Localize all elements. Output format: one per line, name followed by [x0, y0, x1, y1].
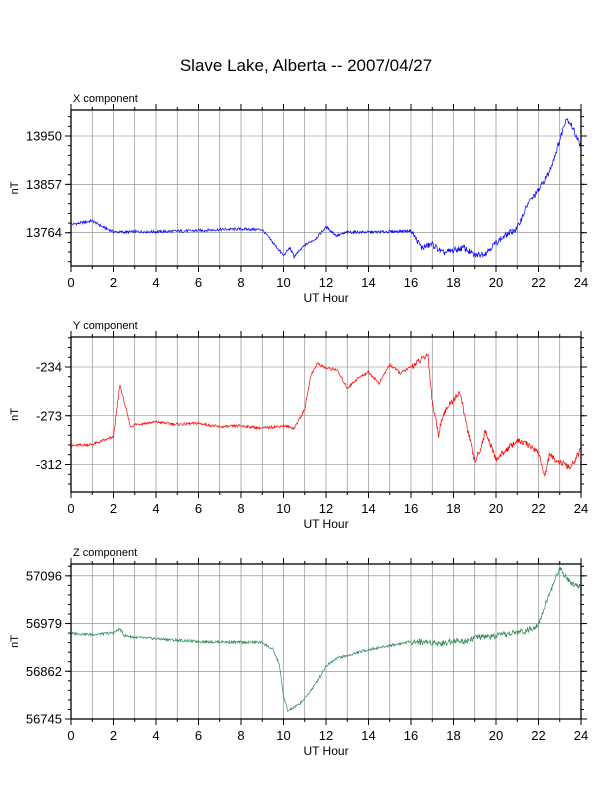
x-component-title: X component	[73, 93, 138, 105]
y-component-data-line	[70, 353, 582, 477]
y-component-x-tick-label: 20	[489, 501, 503, 516]
y-component-x-tick-label: 6	[195, 501, 202, 516]
z-component-y-tick-label: 56979	[26, 616, 62, 631]
z-component-x-axis-label: UT Hour	[303, 744, 348, 758]
x-component-y-tick-label: 13857	[26, 177, 62, 192]
y-component-x-tick-label: 12	[319, 501, 333, 516]
z-component-y-axis-label: nT	[9, 635, 21, 648]
x-component-y-tick-label: 13764	[26, 225, 62, 240]
z-component-title: Z component	[73, 547, 137, 559]
x-component-x-tick-label: 12	[319, 275, 333, 290]
y-component-y-tick-label: -234	[36, 360, 62, 375]
y-component-x-tick-label: 0	[67, 501, 74, 516]
chart-title: Slave Lake, Alberta -- 2007/04/27	[179, 56, 433, 75]
z-component-x-tick-label: 8	[237, 728, 244, 743]
y-component-x-axis-label: UT Hour	[303, 517, 348, 531]
y-component-x-tick-label: 22	[531, 501, 545, 516]
z-component-y-tick-label: 57096	[26, 568, 62, 583]
x-component-y-tick-label: 13950	[26, 129, 62, 144]
x-component-x-tick-label: 4	[152, 275, 159, 290]
y-component-x-tick-label: 14	[361, 501, 375, 516]
y-component-y-axis-label: nT	[9, 408, 21, 421]
x-component-data-line	[70, 117, 582, 260]
z-component-data-line	[70, 567, 582, 713]
z-component-y-tick-label: 56862	[26, 664, 62, 679]
x-component-x-tick-label: 24	[574, 275, 588, 290]
z-component-x-tick-label: 20	[489, 728, 503, 743]
z-component-x-tick-label: 4	[152, 728, 159, 743]
y-component-y-tick-label: -312	[36, 457, 62, 472]
z-component-x-tick-label: 2	[110, 728, 117, 743]
z-component-x-tick-label: 24	[574, 728, 588, 743]
x-component-x-axis-label: UT Hour	[303, 291, 348, 305]
y-component-x-tick-label: 2	[110, 501, 117, 516]
z-component-x-tick-label: 12	[319, 728, 333, 743]
y-component-x-tick-label: 10	[276, 501, 290, 516]
z-component-panel: 0 2 4 6 8 10 12 14 16 18 20 22 245674556862569795709…	[9, 547, 588, 758]
z-component-x-tick-label: 16	[404, 728, 418, 743]
y-component-x-tick-label: 8	[237, 501, 244, 516]
y-component-x-tick-label: 18	[446, 501, 460, 516]
z-component-x-tick-label: 0	[67, 728, 74, 743]
x-component-x-tick-label: 6	[195, 275, 202, 290]
x-component-x-tick-label: 10	[276, 275, 290, 290]
x-component-x-tick-label: 18	[446, 275, 460, 290]
y-component-title: Y component	[73, 320, 138, 332]
z-component-x-tick-label: 22	[531, 728, 545, 743]
x-component-x-tick-label: 8	[237, 275, 244, 290]
x-component-x-tick-label: 0	[67, 275, 74, 290]
x-component-x-tick-label: 2	[110, 275, 117, 290]
x-component-x-tick-label: 14	[361, 275, 375, 290]
x-component-y-axis-label: nT	[9, 181, 21, 194]
y-component-x-tick-label: 16	[404, 501, 418, 516]
z-component-x-tick-label: 18	[446, 728, 460, 743]
x-component-x-tick-label: 16	[404, 275, 418, 290]
z-component-x-tick-label: 10	[276, 728, 290, 743]
y-component-x-tick-label: 4	[152, 501, 159, 516]
z-component-x-tick-label: 14	[361, 728, 375, 743]
y-component-y-tick-label: -273	[36, 408, 62, 423]
z-component-x-tick-label: 6	[195, 728, 202, 743]
x-component-x-tick-label: 20	[489, 275, 503, 290]
y-component-x-tick-label: 24	[574, 501, 588, 516]
z-component-y-tick-label: 56745	[26, 712, 62, 727]
x-component-x-tick-label: 22	[531, 275, 545, 290]
